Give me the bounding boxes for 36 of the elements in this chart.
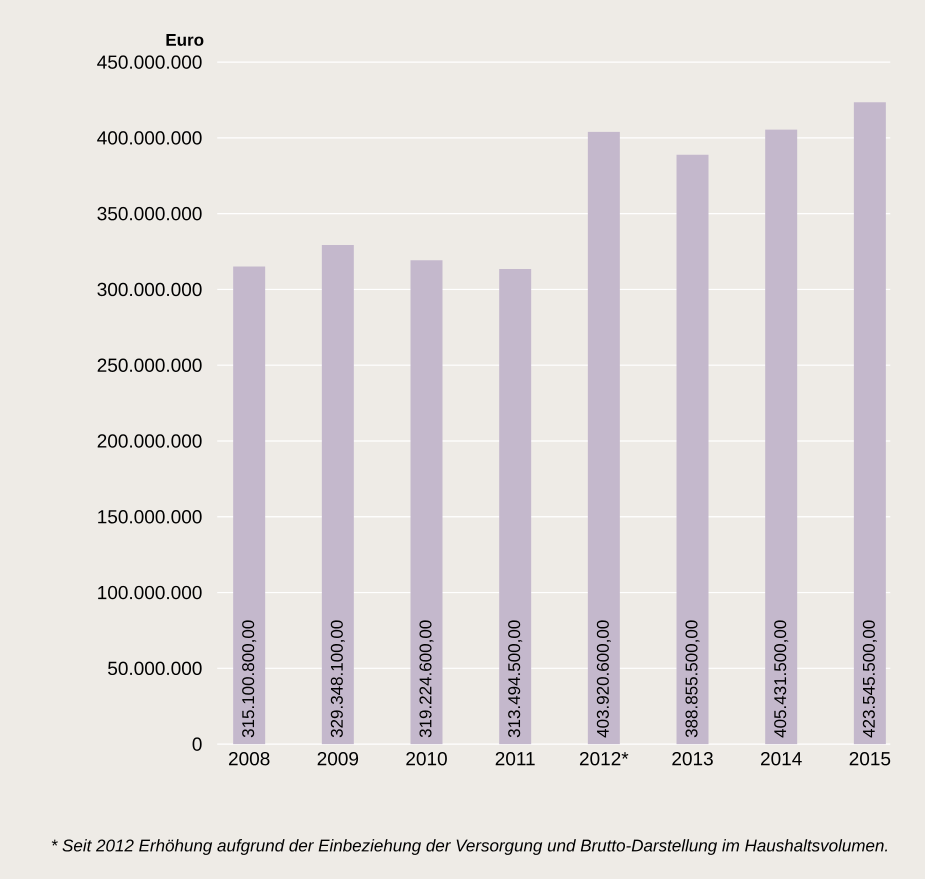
data-label: 313.494.500,00	[508, 620, 522, 738]
y-tick-label: 50.000.000	[108, 662, 202, 676]
data-label: 319.224.600,00	[419, 620, 434, 738]
bar	[499, 268, 532, 744]
y-tick-label: 0	[192, 737, 202, 751]
y-tick-label: 350.000.000	[97, 206, 202, 220]
y-tick-label: 150.000.000	[98, 510, 202, 524]
x-tick-label: 2010	[406, 752, 447, 766]
x-tick-label: 2014	[761, 752, 802, 766]
data-label: 405.431.500,00	[774, 620, 788, 738]
y-tick-label: 100.000.000	[98, 586, 202, 600]
x-tick-label: 2013	[672, 752, 713, 766]
y-axis-title: Euro	[166, 34, 204, 46]
y-tick-label: 200.000.000	[98, 434, 202, 448]
x-tick-label: 2011	[496, 752, 535, 766]
y-tick-label: 400.000.000	[97, 131, 202, 145]
bar	[588, 132, 620, 744]
data-label: 329.348.100,00	[330, 620, 345, 738]
data-label: 423.545.500,00	[862, 620, 877, 738]
y-tick-label: 300.000.000	[97, 282, 202, 296]
bar	[322, 244, 354, 744]
y-tick-label: 250.000.000	[98, 358, 202, 372]
y-tick-label: 450.000.000	[97, 55, 202, 69]
bar	[410, 260, 443, 744]
bar	[854, 102, 886, 744]
text: * Seit 2012 Erhöhung aufgrund der Einbeziehung der Versorgung und Brutto-Darstellung im Haushaltsvolumen.	[52, 839, 888, 855]
data-label: 388.855.500,00	[685, 620, 700, 738]
x-tick-label: 2015	[850, 752, 890, 766]
data-label: 403.920.600,00	[596, 620, 611, 738]
bar	[233, 266, 266, 744]
x-tick-label: 2012*	[580, 752, 628, 766]
bar	[676, 154, 709, 744]
x-tick-label: 2009	[318, 752, 358, 766]
bar	[765, 130, 798, 744]
x-tick-label: 2008	[228, 752, 270, 766]
data-label: 315.100.800,00	[242, 620, 256, 738]
